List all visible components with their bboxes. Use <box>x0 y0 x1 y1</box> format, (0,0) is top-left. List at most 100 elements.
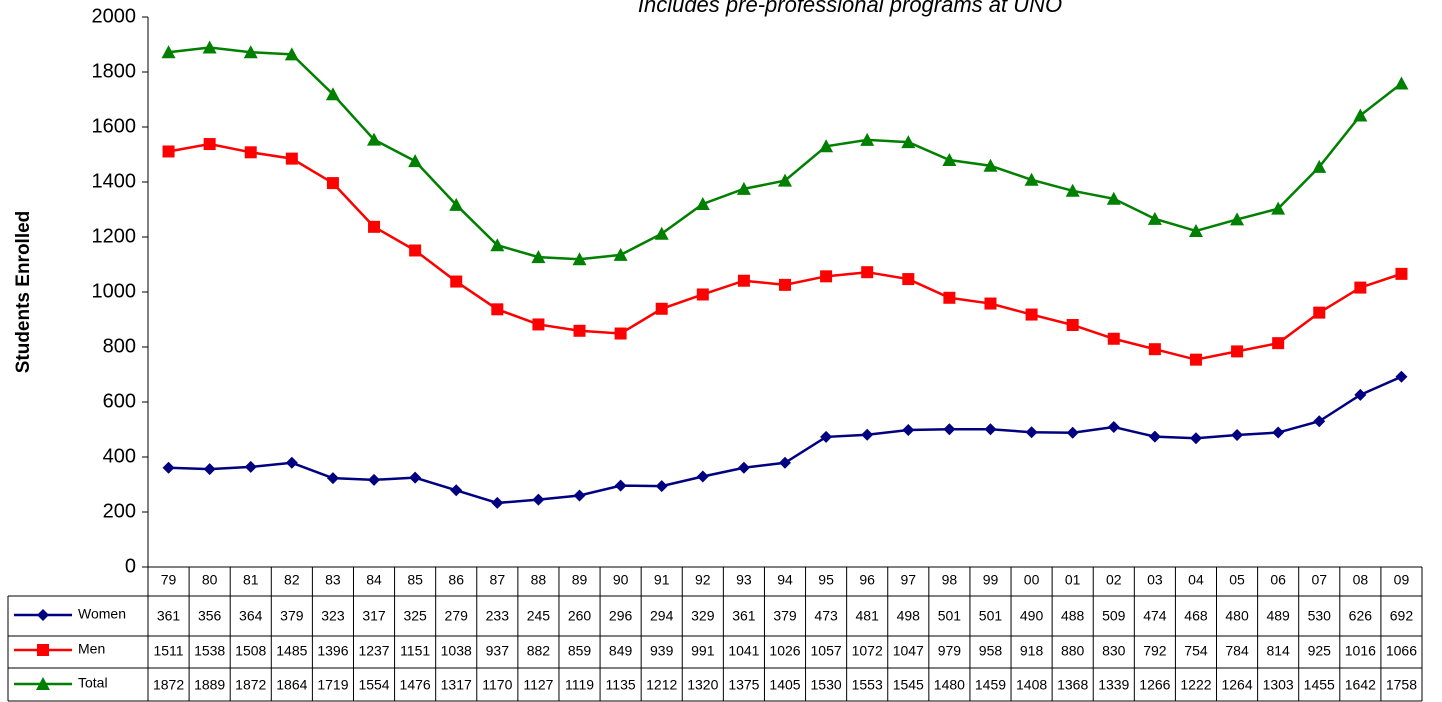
point <box>162 145 175 158</box>
table-value: 488 <box>1061 608 1085 624</box>
x-tick-label: 02 <box>1106 572 1122 588</box>
table-value: 1408 <box>1016 677 1047 693</box>
x-tick-label: 85 <box>407 572 423 588</box>
point <box>983 158 998 172</box>
point <box>244 460 257 473</box>
legend-label: Total <box>78 675 108 691</box>
point <box>820 270 833 283</box>
y-tick-label: 400 <box>103 445 136 467</box>
table-value: 489 <box>1266 608 1290 624</box>
series-line <box>168 375 1402 505</box>
point <box>1025 308 1038 321</box>
point <box>901 135 916 149</box>
table-value: 1368 <box>1057 677 1088 693</box>
legend-marker <box>36 677 50 690</box>
point <box>1272 426 1285 439</box>
point <box>1024 172 1039 186</box>
point <box>860 132 875 146</box>
x-tick-label: 00 <box>1024 572 1040 588</box>
table-value: 361 <box>732 608 756 624</box>
table-value: 1485 <box>276 643 307 659</box>
x-tick-label: 91 <box>654 572 670 588</box>
x-tick-label: 03 <box>1147 572 1163 588</box>
point <box>244 146 257 159</box>
table-value: 323 <box>321 608 345 624</box>
x-tick-label: 79 <box>161 572 177 588</box>
x-tick-label: 84 <box>366 572 382 588</box>
point <box>162 461 175 474</box>
point <box>614 479 627 492</box>
point <box>614 327 627 340</box>
table-value: 1530 <box>811 677 842 693</box>
legend-marker <box>37 609 49 621</box>
point <box>654 226 669 240</box>
point <box>203 463 216 476</box>
table-value: 279 <box>445 608 469 624</box>
point <box>984 297 997 310</box>
point <box>943 291 956 304</box>
table-value: 1480 <box>934 677 965 693</box>
table-value: 1026 <box>769 643 800 659</box>
table-value: 1266 <box>1139 677 1170 693</box>
point <box>161 45 176 59</box>
point <box>1312 159 1327 173</box>
x-tick-label: 05 <box>1229 572 1245 588</box>
table-value: 501 <box>938 608 962 624</box>
point <box>450 484 463 497</box>
point <box>491 303 504 316</box>
point <box>326 177 339 190</box>
point <box>409 471 422 484</box>
y-tick-label: 800 <box>103 335 136 357</box>
table-value: 754 <box>1184 643 1208 659</box>
point <box>778 173 792 187</box>
point <box>942 153 957 166</box>
table-value: 1151 <box>400 643 430 659</box>
point <box>1395 370 1408 383</box>
point <box>613 247 628 261</box>
point <box>1148 430 1161 443</box>
x-tick-label: 06 <box>1270 572 1286 588</box>
table-value: 626 <box>1349 608 1373 624</box>
table-value: 1317 <box>441 677 472 693</box>
point <box>1148 343 1161 356</box>
table-value: 245 <box>527 608 551 624</box>
point <box>573 324 586 337</box>
table-value: 925 <box>1308 643 1332 659</box>
point <box>1394 76 1409 90</box>
y-tick-label: 1000 <box>92 280 137 302</box>
table-value: 1405 <box>769 677 800 693</box>
table-value: 498 <box>897 608 921 624</box>
table-value: 1119 <box>565 677 594 693</box>
table-value: 991 <box>691 643 715 659</box>
table-value: 1508 <box>235 643 266 659</box>
point <box>737 461 750 474</box>
table-value: 849 <box>609 643 633 659</box>
x-tick-label: 88 <box>531 572 547 588</box>
table-value: 1170 <box>482 677 512 693</box>
point <box>1106 191 1121 205</box>
y-tick-label: 1200 <box>92 225 137 247</box>
point <box>696 288 709 301</box>
x-tick-label: 04 <box>1188 572 1204 588</box>
y-axis-label: Students Enrolled <box>13 211 34 374</box>
table-value: 1553 <box>852 677 883 693</box>
table-value: 1127 <box>523 677 553 693</box>
table-value: 1538 <box>194 643 225 659</box>
table-value: 1459 <box>975 677 1006 693</box>
x-tick-label: 94 <box>777 572 793 588</box>
table-value: 1545 <box>893 677 924 693</box>
table-value: 1719 <box>317 677 348 693</box>
y-tick-label: 2000 <box>92 5 137 27</box>
point <box>902 273 915 286</box>
x-tick-label: 95 <box>818 572 834 588</box>
point <box>1065 183 1080 197</box>
table-value: 1320 <box>687 677 718 693</box>
x-tick-label: 86 <box>448 572 464 588</box>
x-tick-label: 98 <box>942 572 958 588</box>
point <box>1353 108 1368 122</box>
point <box>532 318 545 331</box>
x-tick-label: 07 <box>1311 572 1327 588</box>
point <box>861 428 874 441</box>
point <box>285 456 298 469</box>
point <box>655 302 668 315</box>
